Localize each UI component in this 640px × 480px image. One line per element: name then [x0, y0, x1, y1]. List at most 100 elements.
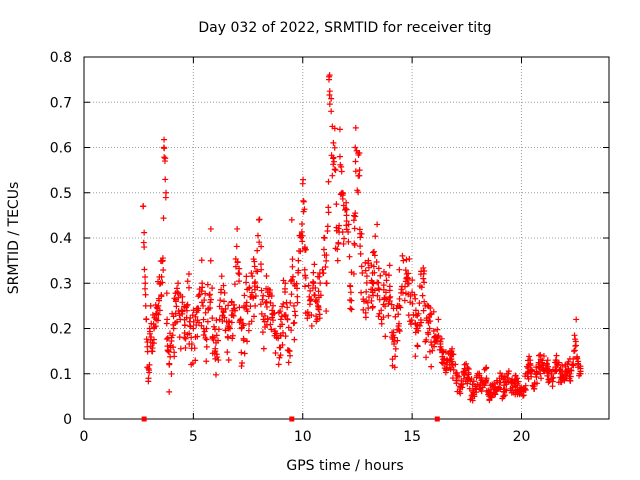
data-point: [158, 291, 165, 298]
data-point: [273, 330, 280, 337]
data-point: [307, 287, 314, 294]
data-point: [399, 252, 406, 259]
data-point: [526, 353, 533, 360]
data-point: [340, 202, 347, 209]
data-point: [293, 280, 300, 287]
data-point: [201, 328, 208, 335]
data-point: [213, 317, 220, 324]
data-point: [352, 168, 359, 175]
data-point: [177, 345, 184, 352]
data-point: [375, 285, 382, 292]
data-point: [235, 270, 242, 277]
data-point: [170, 313, 177, 320]
data-point: [203, 336, 210, 343]
data-point: [207, 299, 214, 306]
data-point: [215, 326, 222, 333]
data-point: [362, 309, 369, 316]
data-point: [426, 325, 433, 332]
data-point: [203, 358, 210, 365]
data-point: [380, 268, 387, 275]
data-point: [236, 278, 243, 285]
data-point: [218, 286, 225, 293]
data-point: [420, 275, 427, 282]
data-point: [248, 289, 255, 296]
data-point: [369, 303, 376, 310]
data-point: [215, 357, 222, 364]
data-point: [304, 315, 311, 322]
data-point: [428, 363, 435, 370]
data-point: [322, 264, 329, 271]
data-point: [377, 272, 384, 279]
data-point: [304, 309, 311, 316]
data-point: [389, 329, 396, 336]
data-point: [352, 124, 359, 131]
data-point: [142, 302, 149, 309]
data-point: [571, 348, 577, 355]
data-point: [251, 286, 258, 293]
data-point: [573, 316, 580, 323]
data-point: [204, 318, 211, 325]
data-point: [254, 247, 261, 254]
data-point: [435, 332, 442, 339]
data-point: [246, 284, 253, 291]
data-point: [479, 384, 486, 391]
data-point: [371, 252, 378, 259]
data-point: [488, 394, 495, 401]
data-point: [430, 328, 437, 334]
data-point: [324, 227, 331, 234]
data-point: [422, 338, 429, 345]
data-point: [392, 345, 399, 352]
data-point: [219, 318, 226, 325]
data-point: [263, 298, 270, 305]
data-point: [225, 302, 232, 309]
data-points: [140, 72, 584, 404]
data-point: [142, 285, 149, 292]
data-point: [537, 356, 544, 363]
data-point: [265, 285, 272, 292]
data-point: [257, 301, 264, 308]
data-point: [497, 379, 504, 386]
data-point: [241, 292, 248, 299]
data-point: [151, 324, 158, 331]
data-point: [306, 301, 313, 308]
data-point: [188, 334, 195, 341]
data-point: [158, 273, 165, 280]
data-point: [262, 323, 269, 330]
data-point: [186, 284, 192, 291]
data-point: [355, 172, 362, 179]
data-point: [155, 311, 162, 318]
data-point: [363, 297, 370, 304]
data-point: [259, 329, 266, 336]
data-point: [295, 267, 302, 274]
data-point: [233, 243, 240, 250]
data-point: [415, 310, 422, 317]
data-point: [277, 352, 284, 359]
data-point: [394, 337, 401, 344]
data-point: [563, 372, 570, 379]
data-point: [159, 258, 166, 265]
data-point: [241, 350, 248, 357]
data-point: [258, 310, 265, 317]
data-point: [394, 326, 401, 333]
data-point: [256, 216, 263, 223]
data-point: [257, 261, 264, 268]
data-point: [416, 300, 423, 307]
data-point: [538, 375, 545, 382]
data-point: [207, 257, 214, 264]
data-point: [334, 257, 341, 264]
data-point: [505, 368, 512, 375]
data-point: [201, 297, 208, 304]
data-point: [250, 313, 257, 320]
data-point: [414, 321, 421, 328]
data-point: [396, 327, 403, 334]
zero-value-marker: [434, 416, 440, 422]
data-point: [209, 285, 216, 292]
data-point: [319, 270, 326, 277]
data-point: [161, 136, 168, 143]
data-point: [143, 315, 150, 322]
y-tick-label: 0.4: [50, 231, 72, 247]
data-point: [289, 256, 296, 263]
data-point: [149, 345, 156, 352]
data-point: [196, 319, 203, 326]
data-point: [173, 303, 180, 310]
